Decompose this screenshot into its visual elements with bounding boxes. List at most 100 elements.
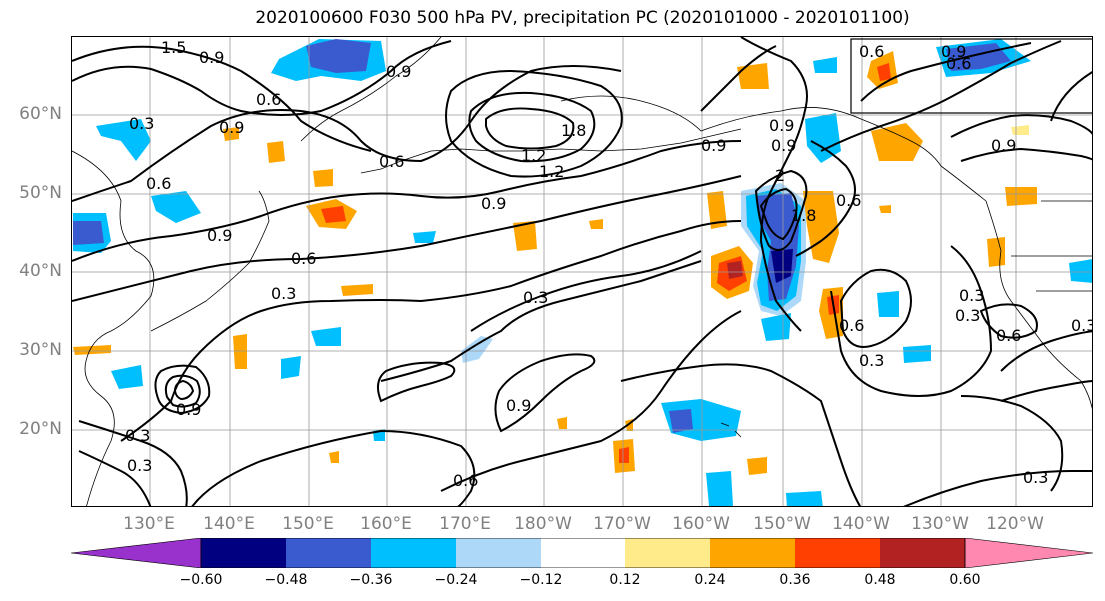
precip-pos-patch	[879, 205, 891, 213]
pv-contour	[120, 220, 742, 442]
lon-label-130w: 130°W	[911, 514, 969, 534]
colorbar-bin	[795, 538, 880, 568]
pv-contour	[740, 37, 808, 332]
pv-contour	[440, 310, 742, 492]
contour-label: 0.6	[859, 42, 884, 61]
contour-label: 0.6	[379, 152, 404, 171]
lon-label-150e: 150°E	[282, 514, 334, 534]
precip-pos-patch	[73, 345, 111, 355]
lon-label-170w: 170°W	[593, 514, 651, 534]
contour-label: 0.9	[771, 136, 796, 155]
contour-label: 0.6	[946, 54, 971, 73]
pv-contour	[839, 268, 912, 348]
contour-label: 0.6	[836, 191, 861, 210]
contour-label: 0.3	[1071, 316, 1093, 335]
pv-contour	[759, 187, 798, 241]
pv-contour	[795, 140, 856, 257]
lat-label-40n: 40°N	[19, 261, 62, 281]
pv-contour	[620, 363, 862, 506]
contour-label: 0.6	[256, 90, 281, 109]
precip-neg-patch	[111, 365, 143, 389]
lon-label-160w: 160°W	[672, 514, 730, 534]
contour-label: 0.6	[839, 316, 864, 335]
contour-label: 0.3	[859, 351, 884, 370]
colorbar-bin	[541, 538, 625, 568]
precip-neg-patch	[786, 491, 823, 506]
precip-pos-patch	[987, 237, 1005, 267]
contour-label: 0.6	[453, 471, 478, 490]
inset-box	[850, 38, 1092, 114]
contour-label: 0.9	[506, 396, 531, 415]
contour-label-group: 1.5 0.9 0.9 0.3 0.6 0.9 0.6 0.9 1.8 1.2 …	[125, 38, 1093, 490]
precip-neg-patch	[706, 471, 733, 506]
precip-neg-patch	[805, 113, 841, 163]
map-panel: 1.5 0.9 0.9 0.3 0.6 0.9 0.6 0.9 1.8 1.2 …	[71, 36, 1093, 507]
pv-contour	[1000, 380, 1092, 402]
contour-label: 0.9	[207, 226, 232, 245]
precip-pos-patch	[1011, 125, 1029, 135]
contour-label: 0.9	[769, 116, 794, 135]
pv-contour	[754, 169, 808, 251]
precip-neg-patch	[96, 119, 151, 161]
precip-pos-patch	[589, 219, 603, 229]
colorbar-tick: −0.36	[349, 572, 393, 588]
map-canvas: 1.5 0.9 0.9 0.3 0.6 0.9 0.6 0.9 1.8 1.2 …	[72, 37, 1093, 506]
contour-label: 0.9	[219, 118, 244, 137]
alaska-coastline	[560, 95, 942, 167]
lon-label-170e: 170°E	[439, 514, 491, 534]
hawaii-islands	[720, 422, 742, 438]
precip-neg-patch	[771, 249, 793, 283]
pv-contour	[72, 40, 452, 116]
colorbar-bin	[625, 538, 710, 568]
pv-contour	[154, 364, 211, 415]
pv-contour	[72, 140, 742, 262]
aleutian-islands	[360, 128, 742, 174]
lat-label-20n: 20°N	[19, 419, 62, 439]
contour-label: 0.3	[523, 288, 548, 307]
precip-pos-patch	[223, 127, 239, 141]
contour-label: 0.3	[129, 114, 154, 133]
precip-pos-patch	[513, 221, 537, 251]
lon-label-180w: 180°W	[514, 514, 572, 534]
contour-label: 0.3	[959, 286, 984, 305]
chart-title: 2020100600 F030 500 hPa PV, precipitatio…	[255, 8, 910, 28]
contour-label: 1.5	[161, 38, 186, 57]
colorbar-tick: 0.60	[949, 572, 981, 588]
pv-contour	[700, 45, 777, 112]
japan-coastline	[150, 190, 270, 332]
colorbar-tick: −0.24	[434, 572, 478, 588]
contour-label: 1.8	[791, 206, 816, 225]
contour-label: 0.9	[991, 136, 1016, 155]
pv-contour	[445, 69, 623, 178]
pv-contour	[164, 374, 201, 408]
precip-pos-patch	[321, 206, 346, 223]
pv-contours	[72, 37, 1092, 506]
precip-pos-patch	[877, 63, 891, 81]
colorbar-bin	[286, 538, 371, 568]
colorbar-extend-low	[70, 538, 202, 568]
pv-contour	[903, 470, 1092, 506]
precip-pos-patch	[707, 191, 727, 229]
lon-label-120w: 120°W	[986, 514, 1044, 534]
pv-contour	[470, 250, 702, 332]
asia-coastline	[72, 150, 155, 506]
colorbar-tick: 0.12	[609, 572, 641, 588]
precip-pos-patch	[233, 334, 247, 369]
colorbar-bin	[201, 538, 286, 568]
contour-label: 0.9	[386, 62, 411, 81]
coastlines	[72, 37, 1092, 506]
colorbar-tick: −0.60	[179, 572, 223, 588]
precip-neg-patch	[761, 313, 791, 341]
pv-contour	[960, 147, 1092, 162]
pv-contour	[376, 361, 456, 403]
precip-shading	[73, 39, 1092, 506]
contour-label: 0.6	[146, 174, 171, 193]
precip-pos-patch	[619, 447, 629, 463]
contour-label: 0.9	[701, 136, 726, 155]
lon-label-130e: 130°E	[123, 514, 175, 534]
precip-neg-patch	[73, 221, 104, 245]
precip-pos-patch	[313, 169, 333, 187]
precip-neg-patch	[1069, 259, 1092, 283]
precip-pos-patch	[871, 123, 923, 161]
contour-label: 0.3	[955, 306, 980, 325]
